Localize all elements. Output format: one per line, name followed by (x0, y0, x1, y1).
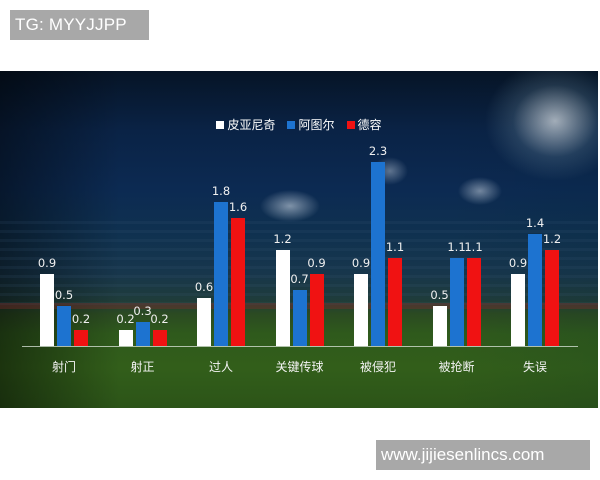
chart-baseline (22, 346, 578, 347)
bar (449, 258, 464, 346)
bar-value-label: 1.1 (385, 240, 405, 254)
bar-value-label: 0.2 (150, 312, 169, 326)
legend-swatch-white (216, 121, 225, 129)
bar (292, 290, 307, 346)
bar-value-label: 1.2 (542, 232, 562, 246)
bar-value-label: 0.9 (508, 256, 528, 270)
bar-value-label: 0.9 (351, 256, 371, 270)
category-label: 射门 (51, 360, 76, 374)
bar (528, 234, 542, 346)
bar (388, 258, 402, 346)
bar (354, 274, 368, 346)
legend-label: 皮亚尼奇 (227, 118, 276, 132)
bar (432, 306, 447, 346)
watermark-top: TG: MYYJJPP (10, 10, 149, 40)
bar (275, 250, 290, 346)
bar-group: 0.9 1.4 1.2 失误 (509, 71, 562, 408)
category-label: 过人 (208, 360, 233, 374)
bar (511, 274, 525, 346)
bar-value-label: 0.3 (133, 304, 152, 318)
bar (152, 330, 167, 346)
bar-group: 0.9 0.5 0.2 射门 (38, 71, 91, 408)
legend-label: 阿图尔 (298, 118, 335, 132)
bar-value-label: 0.5 (430, 288, 449, 302)
category-label: 被抢断 (438, 360, 475, 374)
bar-value-label: 0.9 (37, 256, 57, 270)
chart-legend: 皮亚尼奇 阿图尔 德容 (0, 118, 598, 132)
legend-item-dejong: 德容 (346, 118, 382, 132)
bar (466, 258, 481, 346)
bar-group: 1.2 0.7 0.9 关键传球 (273, 71, 327, 408)
watermark-bottom: www.jijiesenlincs.com (376, 440, 590, 470)
bar (545, 250, 559, 346)
category-label: 关键传球 (275, 360, 324, 374)
bar-group: 0.6 1.8 1.6 过人 (195, 71, 248, 408)
category-label: 被侵犯 (359, 360, 396, 374)
bar-value-label: 1.8 (211, 184, 231, 198)
bar-value-label: 0.7 (290, 272, 309, 286)
bar-value-label: 1.6 (228, 200, 248, 214)
bar (197, 298, 211, 346)
bar-value-label: 0.9 (307, 256, 326, 270)
bar (57, 306, 71, 346)
legend-item-arthur: 阿图尔 (287, 118, 335, 132)
bar (74, 330, 88, 346)
bar (40, 274, 54, 346)
legend-label: 德容 (357, 118, 382, 132)
bar-value-label: 1.4 (525, 216, 545, 230)
bar (214, 202, 228, 346)
category-label: 失误 (522, 360, 547, 374)
bar (231, 218, 245, 346)
bar-value-label: 0.2 (71, 312, 91, 326)
bar (118, 330, 133, 346)
bar-group: 0.9 2.3 1.1 被侵犯 (352, 71, 405, 408)
bar (371, 162, 385, 346)
bar-value-label: 2.3 (368, 144, 388, 158)
bar-value-label: 1.1 (447, 240, 466, 254)
bar (309, 274, 324, 346)
bar-value-label: 0.5 (54, 288, 74, 302)
bar-value-label: 1.2 (273, 232, 292, 246)
grouped-bar-chart: 皮亚尼奇 阿图尔 德容 0.9 0.5 0.2 射门 0.2 0.3 0.2 射正 0.6 1.8… (0, 71, 598, 408)
bar-value-label: 0.2 (116, 312, 135, 326)
bar-group: 0.2 0.3 0.2 射正 (116, 71, 170, 408)
bar-value-label: 0.6 (194, 280, 214, 294)
category-label: 射正 (130, 360, 155, 374)
legend-item-pjanic: 皮亚尼奇 (216, 118, 275, 132)
bar-group: 0.5 1.1 1.1 被抢断 (430, 71, 484, 408)
bar (135, 322, 150, 346)
legend-swatch-blue (287, 121, 296, 129)
legend-swatch-red (346, 121, 355, 129)
bar-value-label: 1.1 (464, 240, 483, 254)
